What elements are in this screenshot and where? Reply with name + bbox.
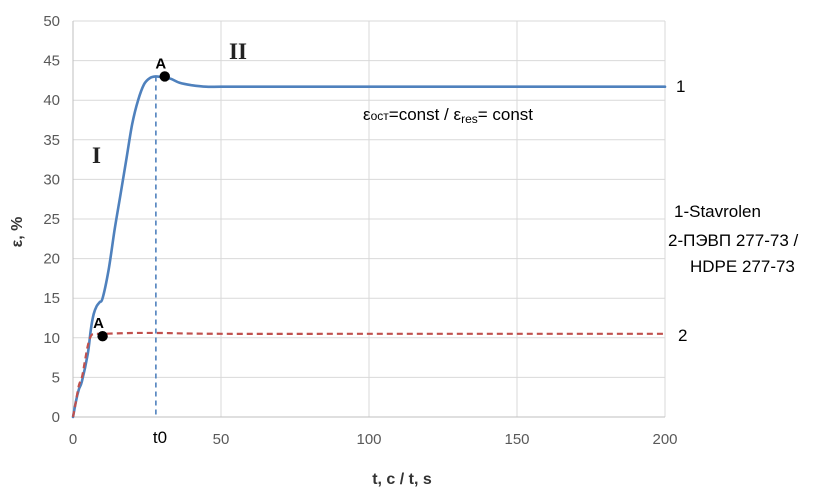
region-label-1: I (92, 143, 101, 168)
point-a-label: A (155, 55, 166, 72)
legend-item-2-en: HDPE 277-73 (690, 257, 795, 277)
residual-strain-annotation: εост=const / εres= const (363, 105, 533, 126)
legend-item-2: 2-ПЭВП 277-73 / (668, 231, 798, 251)
y-tick-label: 20 (43, 251, 60, 268)
y-tick-label: 45 (43, 53, 60, 70)
y-tick-label: 30 (43, 171, 60, 188)
t0-guide-lines (156, 76, 165, 417)
point-a-marker (97, 331, 107, 341)
point-a-marker (160, 71, 170, 81)
series-2-end-label: 2 (678, 326, 687, 345)
point-a-label: A (93, 315, 104, 332)
y-tick-label: 0 (52, 409, 60, 426)
y-tick-label: 10 (43, 330, 60, 347)
x-tick-label: 100 (356, 431, 381, 448)
legend-item-1: 1-Stavrolen (674, 202, 761, 222)
y-tick-label: 35 (43, 132, 60, 149)
y-tick-label: 40 (43, 92, 60, 109)
annotation-mid: =const / ε (389, 105, 462, 124)
x-tick-label: 200 (652, 431, 677, 448)
x-tick-label: 50 (213, 431, 230, 448)
series-1-end-label: 1 (676, 77, 685, 96)
y-tick-label: 15 (43, 290, 60, 307)
y-tick-labels: 0 5 10 15 20 25 30 35 40 45 50 (43, 13, 60, 426)
y-tick-label: 25 (43, 211, 60, 228)
region-label-2: II (229, 39, 247, 64)
x-tick-label: 150 (504, 431, 529, 448)
y-axis-title: ε, % (9, 217, 26, 248)
t0-label: t0 (153, 428, 167, 447)
x-axis-title: t, c / t, s (372, 471, 432, 488)
y-tick-label: 5 (52, 369, 60, 386)
y-tick-label: 50 (43, 13, 60, 30)
annotation-sub-res: res (461, 112, 478, 126)
x-tick-label: 0 (69, 431, 77, 448)
annotation-end: = const (478, 105, 534, 124)
annotation-sub-ost: ост (371, 109, 390, 123)
